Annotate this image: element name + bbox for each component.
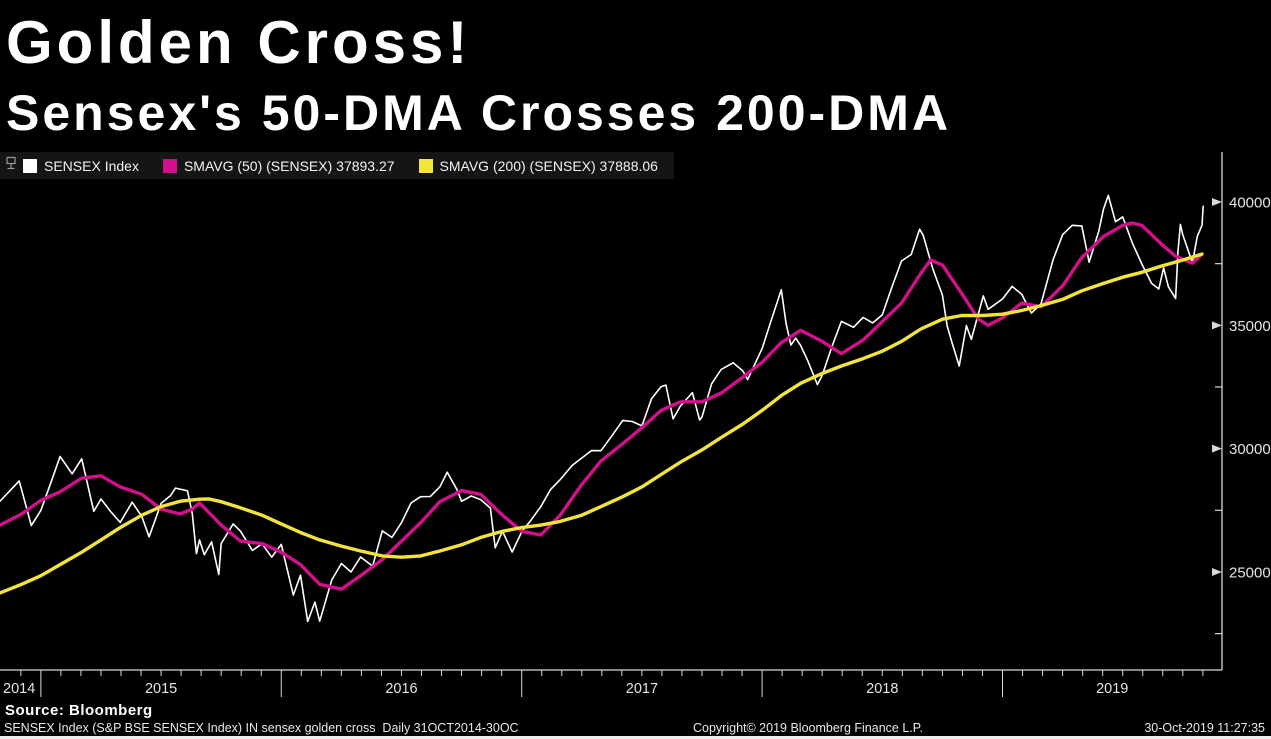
sensex-swatch [23,158,37,173]
price-chart-svg[interactable]: 40000 35000 30000 25000 2014 2015 2016 2017 2018… [0,150,1271,710]
page-subtitle: Sensex's 50-DMA Crosses 200-DMA [6,85,952,141]
source-label: Source: Bloomberg [5,702,153,719]
y-tick-label: 40000 [1229,195,1271,212]
timestamp: 30-Oct-2019 11:27:35 [1144,721,1265,735]
smavg50-swatch [162,158,177,173]
y-major-tick [1212,321,1222,330]
y-tick-label: 35000 [1229,318,1271,335]
x-year-label: 2016 [385,681,417,697]
page-title: Golden Cross! [6,9,472,76]
y-tick-label: 30000 [1229,441,1271,458]
y-tick-label: 25000 [1229,564,1271,581]
x-year-label: 2014 [3,681,35,697]
y-major-tick [1212,567,1222,576]
smavg50-line [0,221,1204,591]
smavg200-swatch [418,158,433,173]
y-major-tick [1212,444,1222,453]
legend-label-smavg200: SMAVG (200) (SENSEX) 37888.06 [439,157,658,174]
chart-legend: SENSEX Index SMAVG (50) (SENSEX) 37893.2… [0,152,674,179]
legend-item-smavg200[interactable]: SMAVG (200) (SENSEX) 37888.06 [418,157,658,174]
x-year-label: 2015 [145,681,177,697]
copyright-text: Copyright© 2019 Bloomberg Finance L.P. [693,721,923,735]
status-bar: SENSEX Index (S&P BSE SENSEX Index) IN s… [0,721,1271,737]
y-major-tick [1212,198,1222,206]
x-year-label: 2018 [866,681,898,697]
x-year-label: 2019 [1096,681,1128,697]
legend-item-sensex[interactable]: SENSEX Index [23,158,139,174]
legend-label-sensex: SENSEX Index [44,157,139,174]
chart-description: SENSEX Index (S&P BSE SENSEX Index) IN s… [4,721,519,735]
legend-item-smavg50[interactable]: SMAVG (50) (SENSEX) 37893.27 [162,157,395,174]
legend-label-smavg50: SMAVG (50) (SENSEX) 37893.27 [183,157,395,174]
x-year-label: 2017 [626,681,658,697]
window-bottom-edge [0,736,1271,739]
smavg200-line [0,252,1204,595]
legend-expand-icon[interactable] [5,156,17,176]
sensex-line [0,194,1204,623]
